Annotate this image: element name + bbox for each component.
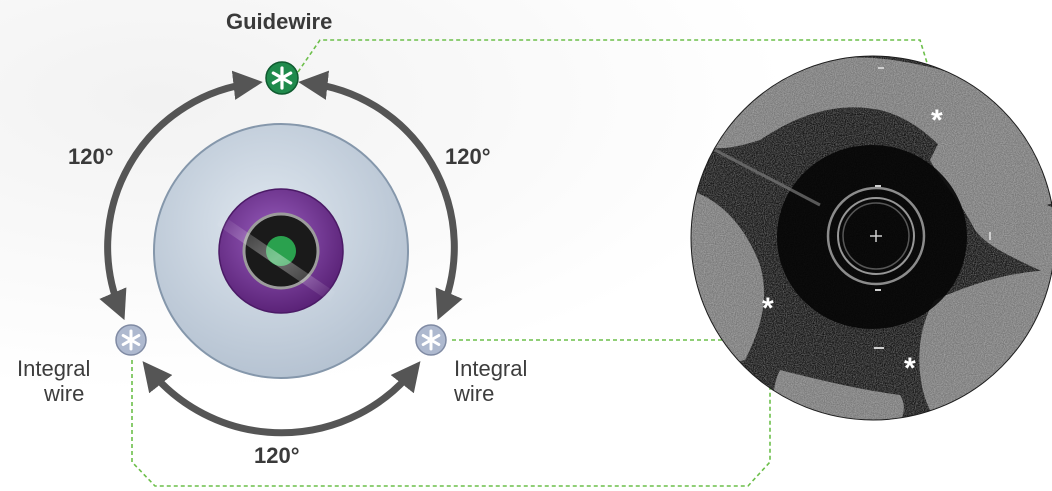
arrow-bottom <box>142 361 421 437</box>
arrow-upper-left <box>99 70 263 321</box>
asterisk-icon <box>121 329 141 351</box>
integral-wire-marker-right <box>415 324 447 356</box>
catheter-cross-section <box>153 123 409 379</box>
connector-left-integral <box>131 302 771 487</box>
arrow-upper-right <box>298 70 463 321</box>
angle-label-upper-right: 120° <box>445 144 491 169</box>
rotation-arrows <box>99 70 463 437</box>
ivus-image: * * * <box>690 55 1052 421</box>
guidewire-marker <box>265 61 299 95</box>
integral-wire-label-right: Integral wire <box>454 356 527 406</box>
asterisk-icon <box>271 66 293 90</box>
ivus-asterisk-left: * <box>762 292 774 325</box>
integral-left-line1: Integral <box>17 356 91 381</box>
integral-left-line2: wire <box>44 381 85 406</box>
ivus-asterisk-guidewire: * <box>931 104 943 137</box>
integral-wire-label-left: Integral wire <box>17 356 90 406</box>
angle-label-upper-left: 120° <box>68 144 114 169</box>
integral-right-line1: Integral <box>454 356 528 381</box>
integral-wire-marker-left <box>115 324 147 356</box>
integral-right-line2: wire <box>454 381 495 406</box>
guidewire-label: Guidewire <box>226 9 333 34</box>
angle-label-bottom: 120° <box>254 443 300 468</box>
asterisk-icon <box>421 329 441 351</box>
ivus-asterisk-right: * <box>904 352 916 385</box>
